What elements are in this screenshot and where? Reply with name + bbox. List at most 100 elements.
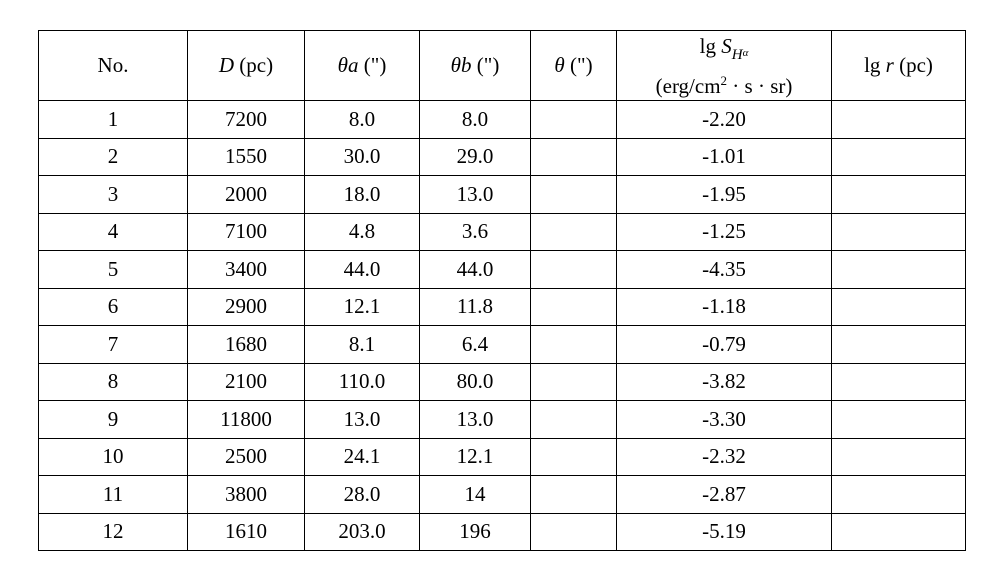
header-theta-a-symbol: θa xyxy=(337,53,359,77)
cell-distance: 1610 xyxy=(187,512,305,551)
cell-surface-brightness: -2.32 xyxy=(616,437,832,476)
header-surface-brightness: lg SHα (erg/cm2 · s · sr) xyxy=(616,30,832,101)
cell-theta-a: 44.0 xyxy=(304,250,420,289)
cell-no: 10 xyxy=(38,437,188,476)
cell-radius xyxy=(831,100,966,139)
cell-theta xyxy=(530,362,617,401)
cell-theta xyxy=(530,137,617,176)
cell-no: 7 xyxy=(38,325,188,364)
cell-radius xyxy=(831,287,966,326)
header-theta-unit: (") xyxy=(564,53,593,77)
cell-theta-a: 110.0 xyxy=(304,362,420,401)
header-theta-b-unit: (") xyxy=(471,53,500,77)
cell-surface-brightness: -3.82 xyxy=(616,362,832,401)
cell-distance: 2000 xyxy=(187,175,305,214)
header-theta-a: θa (") xyxy=(304,30,420,101)
table-row: 8 2100 110.0 80.0 -3.82 xyxy=(38,362,966,401)
cell-no: 4 xyxy=(38,212,188,251)
cell-surface-brightness: -1.01 xyxy=(616,137,832,176)
table-row: 10 2500 24.1 12.1 -2.32 xyxy=(38,437,966,476)
cell-no: 9 xyxy=(38,400,188,439)
header-sb-unit-post: · s · sr) xyxy=(727,73,793,98)
cell-surface-brightness: -3.30 xyxy=(616,400,832,439)
header-theta-b-symbol: θb xyxy=(450,53,472,77)
header-theta-symbol: θ xyxy=(554,53,565,77)
table-row: 2 1550 30.0 29.0 -1.01 xyxy=(38,137,966,176)
header-sb-lg: lg xyxy=(699,33,722,58)
header-sb-sub: H xyxy=(731,46,743,63)
header-radius-lg: lg xyxy=(864,53,886,77)
cell-no: 11 xyxy=(38,475,188,514)
cell-theta xyxy=(530,100,617,139)
cell-theta xyxy=(530,475,617,514)
header-sb-unit-sup: 2 xyxy=(720,72,728,88)
header-surface-brightness-line1: lg SHα xyxy=(617,33,831,68)
cell-theta-a: 4.8 xyxy=(304,212,420,251)
cell-theta-b: 11.8 xyxy=(419,287,531,326)
table-row: 4 7100 4.8 3.6 -1.25 xyxy=(38,212,966,251)
cell-no: 12 xyxy=(38,512,188,551)
cell-radius xyxy=(831,512,966,551)
cell-surface-brightness: -1.25 xyxy=(616,212,832,251)
header-no: No. xyxy=(38,30,188,101)
cell-surface-brightness: -1.18 xyxy=(616,287,832,326)
header-no-label: No. xyxy=(97,53,129,77)
cell-theta-b: 13.0 xyxy=(419,175,531,214)
cell-surface-brightness: -0.79 xyxy=(616,325,832,364)
header-distance-symbol: D xyxy=(218,53,235,77)
cell-theta-a: 28.0 xyxy=(304,475,420,514)
cell-no: 1 xyxy=(38,100,188,139)
table-row: 7 1680 8.1 6.4 -0.79 xyxy=(38,325,966,364)
cell-theta-a: 13.0 xyxy=(304,400,420,439)
cell-theta xyxy=(530,512,617,551)
data-table: No. D (pc) θa (") θb (") θ (") lg SHα (e… xyxy=(38,30,966,551)
cell-theta-b: 44.0 xyxy=(419,250,531,289)
cell-theta xyxy=(530,175,617,214)
header-radius-symbol: r xyxy=(885,53,894,77)
cell-theta-b: 6.4 xyxy=(419,325,531,364)
cell-radius xyxy=(831,437,966,476)
cell-distance: 2100 xyxy=(187,362,305,401)
table-row: 11 3800 28.0 14 -2.87 xyxy=(38,475,966,514)
header-sb-subsub: α xyxy=(742,46,749,59)
cell-no: 2 xyxy=(38,137,188,176)
header-theta: θ (") xyxy=(530,30,617,101)
cell-theta-b: 80.0 xyxy=(419,362,531,401)
cell-surface-brightness: -2.20 xyxy=(616,100,832,139)
cell-theta-a: 12.1 xyxy=(304,287,420,326)
cell-distance: 7100 xyxy=(187,212,305,251)
cell-distance: 3800 xyxy=(187,475,305,514)
cell-radius xyxy=(831,400,966,439)
table-row: 5 3400 44.0 44.0 -4.35 xyxy=(38,250,966,289)
cell-theta-b: 3.6 xyxy=(419,212,531,251)
cell-distance: 1680 xyxy=(187,325,305,364)
cell-theta-b: 12.1 xyxy=(419,437,531,476)
cell-radius xyxy=(831,362,966,401)
table-row: 6 2900 12.1 11.8 -1.18 xyxy=(38,287,966,326)
cell-surface-brightness: -5.19 xyxy=(616,512,832,551)
cell-theta-b: 13.0 xyxy=(419,400,531,439)
cell-no: 3 xyxy=(38,175,188,214)
cell-distance: 1550 xyxy=(187,137,305,176)
cell-radius xyxy=(831,175,966,214)
cell-radius xyxy=(831,325,966,364)
cell-theta xyxy=(530,437,617,476)
cell-distance: 3400 xyxy=(187,250,305,289)
header-theta-b: θb (") xyxy=(419,30,531,101)
cell-theta-a: 8.0 xyxy=(304,100,420,139)
header-row: No. D (pc) θa (") θb (") θ (") lg SHα (e… xyxy=(38,30,966,101)
cell-distance: 2900 xyxy=(187,287,305,326)
cell-distance: 11800 xyxy=(187,400,305,439)
table-row: 3 2000 18.0 13.0 -1.95 xyxy=(38,175,966,214)
header-distance-unit: (pc) xyxy=(234,53,274,77)
cell-radius xyxy=(831,475,966,514)
cell-distance: 7200 xyxy=(187,100,305,139)
cell-no: 8 xyxy=(38,362,188,401)
header-distance: D (pc) xyxy=(187,30,305,101)
table-row: 9 11800 13.0 13.0 -3.30 xyxy=(38,400,966,439)
cell-theta xyxy=(530,250,617,289)
cell-theta-a: 30.0 xyxy=(304,137,420,176)
header-theta-a-unit: (") xyxy=(358,53,387,77)
cell-theta-b: 14 xyxy=(419,475,531,514)
cell-radius xyxy=(831,212,966,251)
